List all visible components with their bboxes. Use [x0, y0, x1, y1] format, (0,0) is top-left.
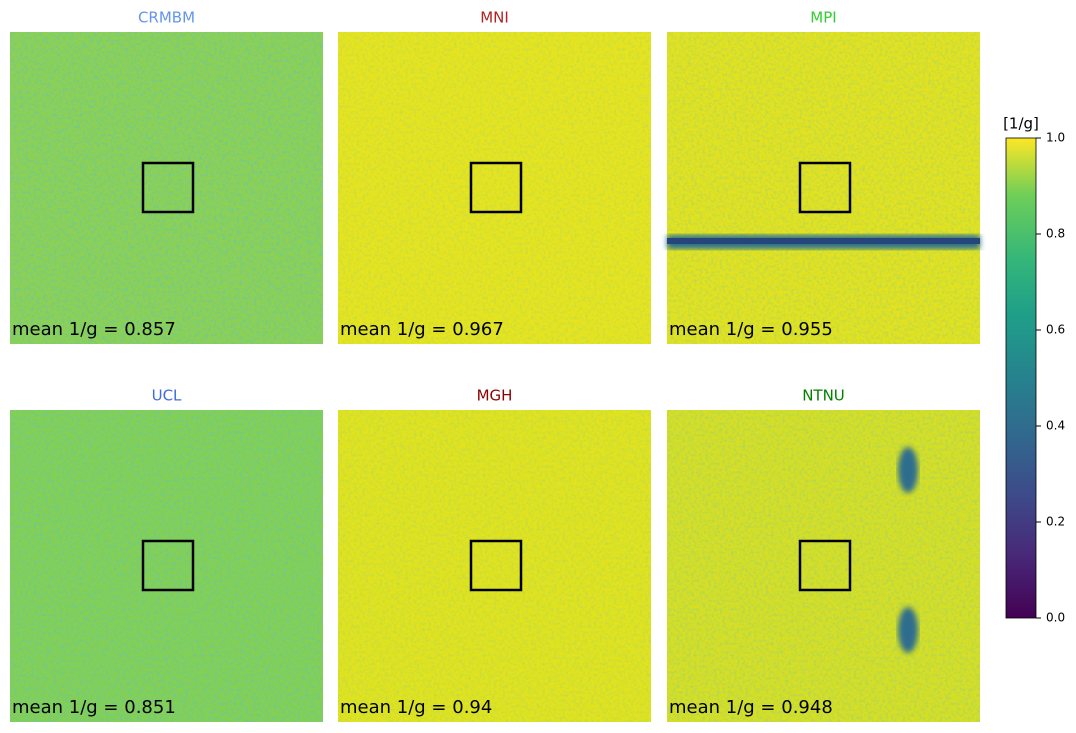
panel-annotation: mean 1/g = 0.857 — [12, 319, 176, 340]
panel-title: MGH — [477, 387, 513, 405]
roi-box — [798, 539, 852, 592]
dark-band-core — [667, 238, 980, 244]
colorbar-tick-label: 0.4 — [1046, 419, 1065, 433]
colorbar-label: [1/g] — [1003, 115, 1039, 133]
panel-annotation: mean 1/g = 0.948 — [669, 697, 833, 718]
image-noise — [338, 32, 651, 344]
panel-title: MPI — [810, 9, 836, 27]
panel-title: NTNU — [802, 387, 845, 405]
panel-annotation: mean 1/g = 0.967 — [340, 319, 504, 340]
panel-annotation: mean 1/g = 0.851 — [12, 697, 176, 718]
panel-title: MNI — [480, 9, 509, 27]
image-noise — [10, 410, 323, 722]
roi-box — [798, 161, 852, 214]
roi-box — [469, 539, 523, 592]
panel-annotation: mean 1/g = 0.94 — [340, 697, 492, 718]
image-noise — [10, 32, 323, 344]
colorbar-tick-label: 1.0 — [1046, 131, 1065, 145]
roi-box — [141, 161, 195, 214]
dark-blob — [898, 607, 918, 653]
image-noise — [667, 32, 980, 344]
panel-annotation: mean 1/g = 0.955 — [669, 319, 833, 340]
dark-blob — [898, 447, 918, 493]
image-noise — [667, 410, 980, 722]
roi-box — [141, 539, 195, 592]
colorbar-tick-label: 0.0 — [1046, 611, 1065, 625]
colorbar-tick-label: 0.6 — [1046, 323, 1065, 337]
panel-title: UCL — [152, 387, 182, 405]
image-noise — [338, 410, 651, 722]
colorbar-tick-label: 0.2 — [1046, 515, 1065, 529]
colorbar — [1005, 137, 1037, 619]
colorbar-tick-label: 0.8 — [1046, 227, 1065, 241]
panel-title: CRMBM — [138, 9, 195, 27]
roi-box — [469, 161, 523, 214]
